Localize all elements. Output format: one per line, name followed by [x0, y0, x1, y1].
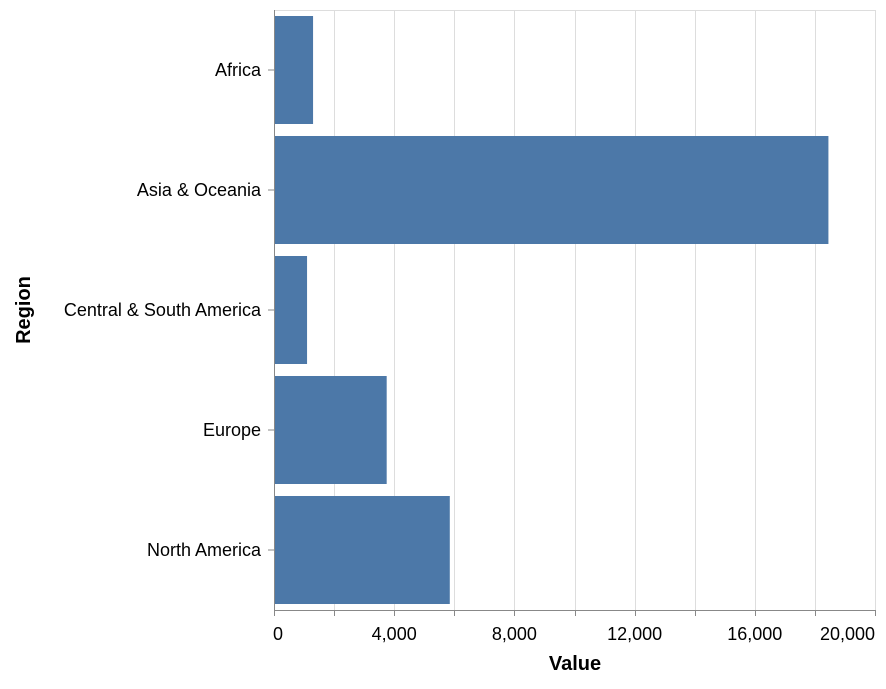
x-axis-title: Value: [549, 653, 601, 675]
bar-asia-oceania: [274, 136, 829, 244]
bar-north-america: [274, 496, 450, 604]
y-tick-label: Central & South America: [64, 300, 262, 320]
gridlines: [274, 10, 876, 610]
bars: [274, 16, 829, 604]
bar-europe: [274, 376, 387, 484]
x-tick-label: 12,000: [607, 624, 662, 644]
y-tick-label: Europe: [203, 420, 261, 440]
y-tick-label: Africa: [215, 60, 262, 80]
x-tick-label: 4,000: [372, 624, 417, 644]
bar-africa: [274, 16, 314, 124]
axes: [268, 10, 876, 616]
y-tick-label: North America: [147, 540, 262, 560]
x-tick-label: 0: [273, 624, 283, 644]
bar-central-south-america: [274, 256, 308, 364]
tick-labels: 0 4,000 8,000 12,000 16,000 20,000 Africa Asia …: [64, 60, 875, 644]
x-tick-label: 16,000: [727, 624, 782, 644]
x-tick-label: 8,000: [492, 624, 537, 644]
y-tick-label: Asia & Oceania: [137, 180, 262, 200]
x-tick-label: 20,000: [820, 624, 875, 644]
y-axis-title: Region: [13, 276, 35, 344]
